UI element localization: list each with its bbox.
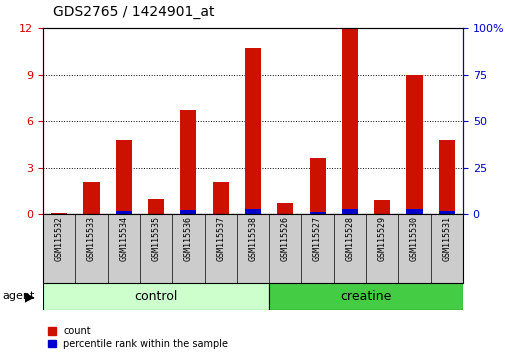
Bar	[269, 283, 462, 310]
Bar	[244, 48, 261, 214]
Text: GSM115526: GSM115526	[280, 216, 289, 261]
Bar	[341, 209, 358, 214]
Text: GSM115530: GSM115530	[409, 216, 418, 261]
Text: GSM115529: GSM115529	[377, 216, 386, 261]
Text: GSM115536: GSM115536	[183, 216, 192, 261]
Bar	[438, 211, 454, 214]
Bar	[43, 283, 269, 310]
Bar	[212, 182, 228, 214]
Bar	[83, 182, 99, 214]
Bar	[212, 213, 228, 214]
Text: control: control	[134, 290, 177, 303]
Bar	[83, 213, 99, 214]
Text: GDS2765 / 1424901_at: GDS2765 / 1424901_at	[53, 5, 214, 19]
Text: ▶: ▶	[25, 290, 35, 303]
Text: GSM115538: GSM115538	[248, 216, 257, 261]
Text: agent: agent	[3, 291, 35, 302]
Bar	[244, 209, 261, 214]
Text: GSM115534: GSM115534	[119, 216, 128, 261]
Bar	[116, 211, 132, 214]
Bar	[438, 140, 454, 214]
Bar	[406, 209, 422, 214]
Bar	[406, 75, 422, 214]
Bar	[51, 213, 67, 214]
Bar	[277, 203, 293, 214]
Text: GSM115533: GSM115533	[87, 216, 96, 261]
Text: GSM115535: GSM115535	[152, 216, 160, 261]
Bar	[309, 159, 325, 214]
Text: GSM115537: GSM115537	[216, 216, 225, 261]
Bar	[116, 140, 132, 214]
Text: GSM115532: GSM115532	[55, 216, 64, 261]
Legend: count, percentile rank within the sample: count, percentile rank within the sample	[48, 326, 228, 349]
Bar	[373, 200, 389, 214]
Text: GSM115528: GSM115528	[345, 216, 354, 261]
Bar	[341, 28, 358, 214]
Bar	[309, 212, 325, 214]
Text: creatine: creatine	[340, 290, 391, 303]
Bar	[180, 110, 196, 214]
Bar	[148, 199, 164, 214]
Text: GSM115527: GSM115527	[313, 216, 322, 261]
Text: GSM115531: GSM115531	[441, 216, 450, 261]
Bar	[180, 210, 196, 214]
